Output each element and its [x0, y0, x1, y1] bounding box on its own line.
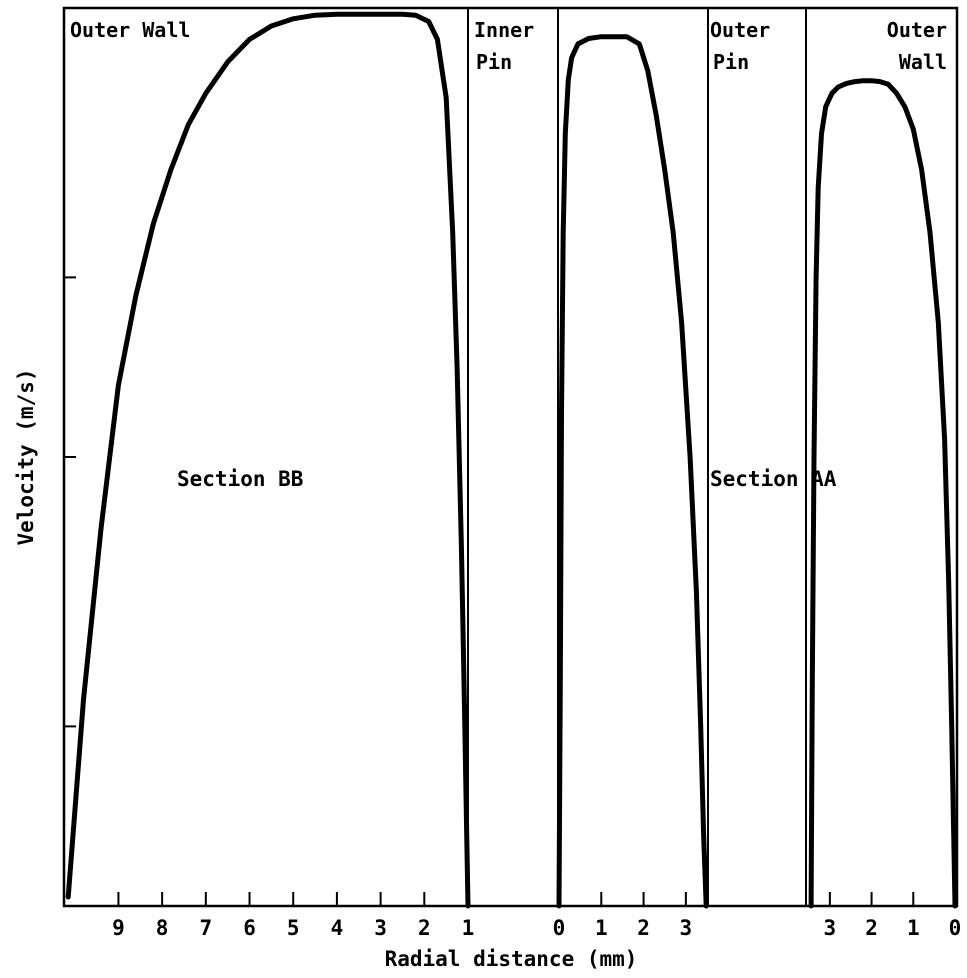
y-axis-label: Velocity (m/s): [14, 368, 38, 545]
x-tick-label-p2-0: 3: [824, 916, 837, 940]
velocity-curve-1: [65, 11, 471, 909]
x-tick-label-p0-5: 4: [331, 916, 344, 940]
region-label-outer-wall-right-line1: Outer: [887, 18, 947, 42]
x-tick-label-p0-6: 3: [374, 916, 387, 940]
region-label-outer-pin-line2: Pin: [713, 50, 749, 74]
x-axis-tick-labels: 9 8 7 6 5 4 3 2 1 0 1 2 3 3 2 1 0: [112, 916, 961, 940]
region-label-outer-pin-line1: Outer: [710, 18, 770, 42]
region-label-inner-pin-line1: Inner: [474, 18, 534, 42]
velocity-curves: [65, 11, 958, 909]
x-axis-ticks: [117, 892, 956, 906]
annotation-section-aa: Section AA: [710, 467, 837, 491]
x-tick-label-p2-1: 2: [865, 916, 878, 940]
region-label-outer-wall-right-line2: Wall: [899, 50, 947, 74]
velocity-curve-2: [556, 34, 709, 909]
y-axis-ticks: [64, 276, 76, 728]
x-axis-label: Radial distance (mm): [385, 947, 638, 971]
region-label-inner-pin-line2: Pin: [476, 50, 512, 74]
x-tick-label-p0-8: 1: [462, 916, 475, 940]
x-tick-label-p0-0: 9: [112, 916, 125, 940]
x-tick-label-p0-4: 5: [287, 916, 300, 940]
x-tick-label-p0-3: 6: [243, 916, 256, 940]
annotation-section-bb: Section BB: [177, 467, 303, 491]
x-tick-label-p1-0: 0: [553, 916, 566, 940]
region-label-outer-wall-left: Outer Wall: [70, 18, 190, 42]
x-tick-label-p2-3: 0: [949, 916, 962, 940]
x-tick-label-p0-2: 7: [199, 916, 212, 940]
x-tick-label-p1-2: 2: [637, 916, 650, 940]
velocity-curve-3: [808, 78, 958, 909]
x-tick-label-p1-3: 3: [680, 916, 693, 940]
x-tick-label-p2-2: 1: [907, 916, 920, 940]
x-tick-label-p0-1: 8: [156, 916, 169, 940]
x-tick-label-p1-1: 1: [595, 916, 608, 940]
x-tick-label-p0-7: 2: [418, 916, 431, 940]
